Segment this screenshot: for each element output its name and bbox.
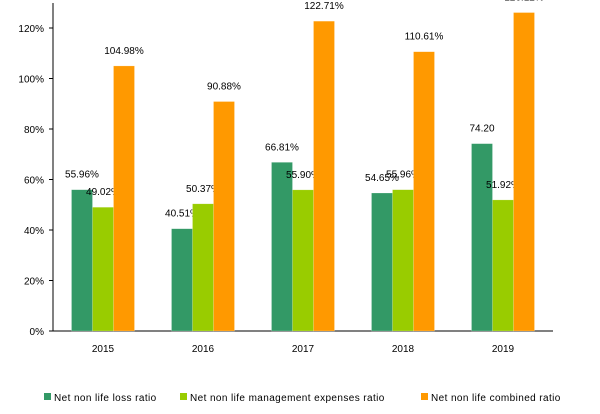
data-label: 122.71% bbox=[304, 1, 344, 12]
legend-label: Net non life management expenses ratio bbox=[190, 393, 385, 404]
x-tick-label: 2019 bbox=[492, 344, 515, 355]
bar-net-non-life-management-expenses-ratio bbox=[492, 199, 514, 332]
y-tick-label: 40% bbox=[24, 226, 44, 237]
bar-net-non-life-loss-ratio bbox=[271, 162, 293, 332]
y-tick-label: 60% bbox=[24, 176, 44, 187]
data-label: 110.61% bbox=[405, 32, 444, 43]
bar-net-non-life-combined-ratio bbox=[513, 12, 535, 332]
legend-label: Net non life loss ratio bbox=[54, 393, 157, 404]
bar-net-non-life-loss-ratio bbox=[71, 189, 93, 332]
data-label: 51.92% bbox=[486, 180, 520, 191]
data-label: 126.12% bbox=[504, 0, 544, 4]
bar-net-non-life-management-expenses-ratio bbox=[392, 189, 414, 332]
data-label: 66.81% bbox=[265, 142, 299, 153]
data-label: 104.98% bbox=[104, 46, 144, 57]
bar-net-non-life-loss-ratio bbox=[171, 228, 193, 332]
data-label: 55.96% bbox=[386, 170, 420, 181]
y-tick-label: 80% bbox=[24, 125, 44, 136]
legend-label: Net non life combined ratio bbox=[431, 393, 561, 404]
y-tick-label: 0% bbox=[30, 327, 45, 338]
bar-net-non-life-management-expenses-ratio bbox=[92, 206, 114, 332]
data-label: 74.20 bbox=[469, 124, 494, 135]
y-tick-label: 120% bbox=[18, 24, 44, 35]
bar-net-non-life-combined-ratio bbox=[213, 101, 235, 332]
data-label: 40.51% bbox=[165, 209, 199, 220]
bar-net-non-life-management-expenses-ratio bbox=[192, 203, 214, 332]
bar-net-non-life-management-expenses-ratio bbox=[292, 189, 314, 332]
x-tick-label: 2017 bbox=[292, 344, 315, 355]
legend-swatch bbox=[180, 393, 187, 400]
bar-net-non-life-loss-ratio bbox=[371, 192, 393, 332]
y-tick-label: 20% bbox=[24, 277, 44, 288]
data-label: 49.02% bbox=[86, 187, 120, 198]
bar-net-non-life-combined-ratio bbox=[413, 51, 435, 332]
data-label: 55.96% bbox=[65, 170, 99, 181]
legend-swatch bbox=[421, 393, 428, 400]
y-tick-label: 100% bbox=[18, 75, 44, 86]
data-label: 90.88% bbox=[207, 82, 241, 93]
data-label: 55.90% bbox=[286, 170, 320, 181]
bar-net-non-life-loss-ratio bbox=[471, 143, 493, 332]
bar-net-non-life-combined-ratio bbox=[313, 20, 335, 332]
bar-net-non-life-combined-ratio bbox=[113, 65, 135, 332]
legend-swatch bbox=[44, 393, 51, 400]
x-tick-label: 2015 bbox=[92, 344, 115, 355]
x-tick-label: 2018 bbox=[392, 344, 415, 355]
data-label: 54.65% bbox=[365, 173, 399, 184]
x-tick-label: 2016 bbox=[192, 344, 215, 355]
data-label: 50.37% bbox=[186, 184, 220, 195]
